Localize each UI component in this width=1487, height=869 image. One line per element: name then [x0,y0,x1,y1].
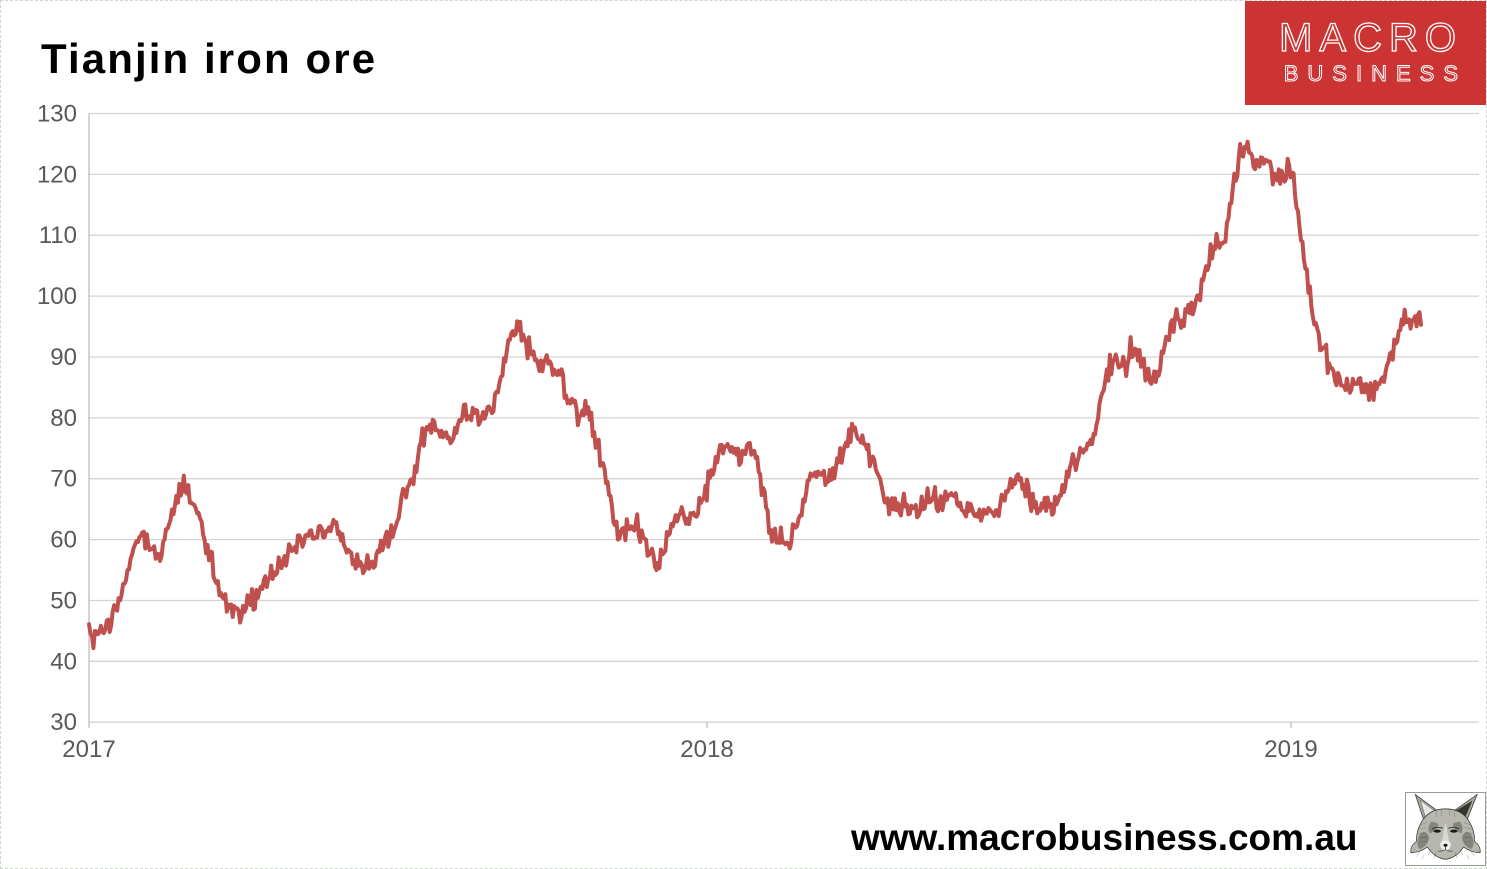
svg-text:120: 120 [37,161,77,188]
svg-text:30: 30 [50,709,77,736]
svg-text:2018: 2018 [680,736,733,763]
svg-text:70: 70 [50,466,77,493]
svg-text:50: 50 [50,588,77,615]
svg-text:80: 80 [50,405,77,432]
svg-text:110: 110 [39,222,77,249]
svg-text:40: 40 [50,648,77,675]
svg-text:130: 130 [37,101,77,128]
svg-text:2019: 2019 [1264,736,1317,763]
svg-text:90: 90 [50,344,77,371]
svg-text:100: 100 [37,283,77,310]
svg-text:2017: 2017 [62,736,115,763]
svg-text:60: 60 [50,527,77,554]
